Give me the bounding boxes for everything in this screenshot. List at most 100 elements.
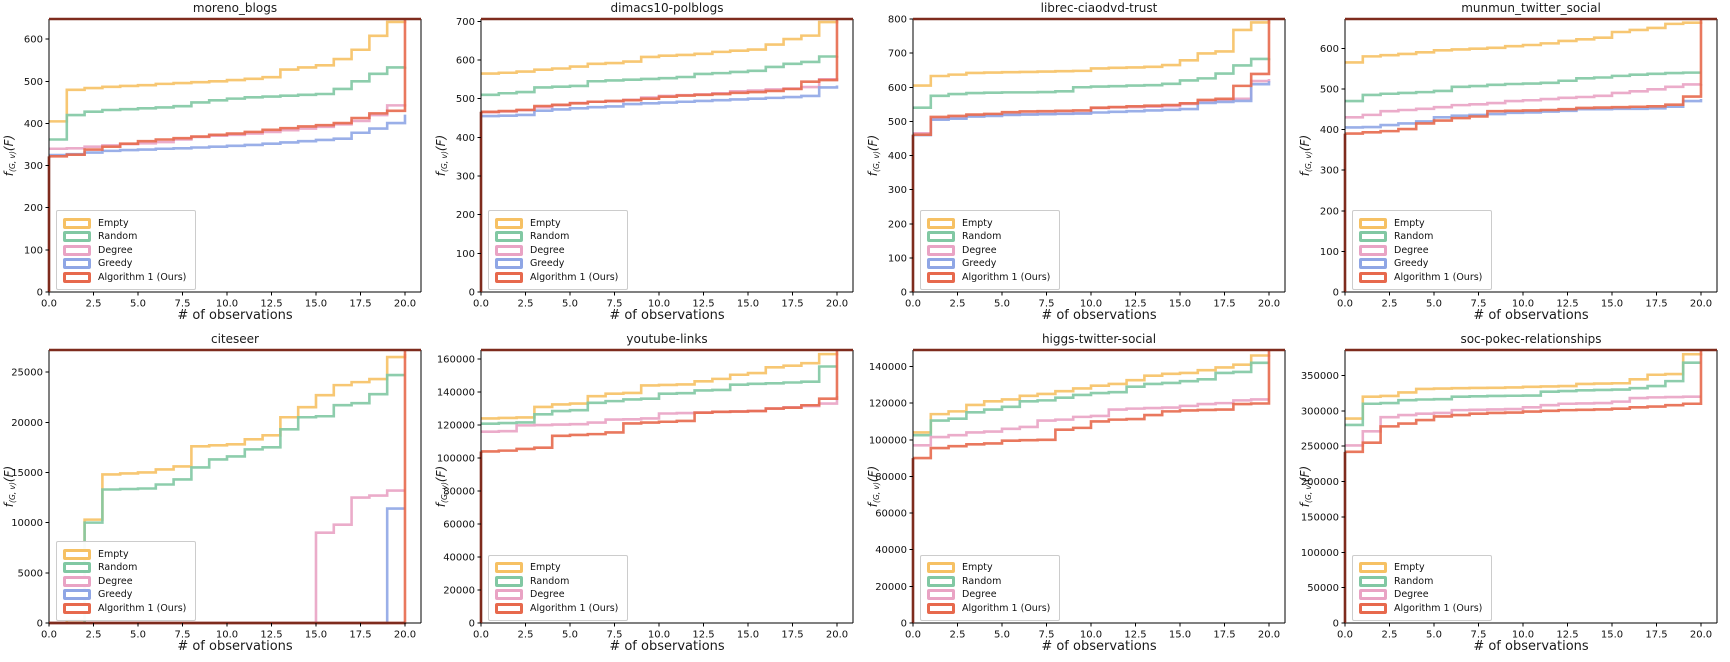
legend: Empty Random Degree Algorithm 1 (Ours) — [488, 554, 629, 621]
legend-item-degree: Degree — [63, 244, 186, 256]
series-greedy — [49, 114, 407, 157]
subplot-higgs-twitter-social: higgs-twitter-social f(G, v)(F) 0.0 2.5 5.… — [864, 331, 1296, 662]
x-tick-label: 10.0 — [1512, 299, 1534, 310]
y-tick-label: 300 — [888, 185, 907, 196]
legend-label: Algorithm 1 (Ours) — [98, 271, 187, 283]
legend-label: Greedy — [1394, 258, 1429, 269]
series-algorithm-1-ours — [1345, 350, 1703, 454]
legend-label: Empty — [962, 562, 993, 573]
y-tick-label: 25000 — [11, 368, 43, 379]
legend-item-empty: Empty — [495, 217, 618, 229]
x-tick-label: 17.5 — [1645, 299, 1667, 310]
series-algorithm-1-ours — [481, 350, 839, 453]
x-tick-label: 7.5 — [175, 630, 191, 641]
x-tick-label: 2.5 — [950, 299, 966, 310]
x-tick-label: 0.0 — [905, 630, 921, 641]
x-tick-label: 20.0 — [394, 299, 416, 310]
series-algorithm-1-ours — [481, 19, 839, 114]
x-tick-label: 2.5 — [1382, 299, 1398, 310]
y-tick-label: 200 — [888, 219, 907, 230]
subplot-moreno-blogs: moreno_blogs f(G, v)(F) 0.0 2.5 5.0 7.5 10.0… — [0, 0, 432, 331]
x-tick-label: 10.0 — [1080, 299, 1102, 310]
legend-swatch-degree — [1359, 589, 1387, 600]
legend-swatch-random — [495, 575, 523, 587]
x-tick-label: 20.0 — [1258, 299, 1280, 310]
x-tick-label: 12.5 — [260, 299, 282, 310]
legend: Empty Random Degree Algorithm 1 (Ours) — [920, 554, 1061, 621]
x-tick-label: 15.0 — [737, 630, 759, 641]
legend: Empty Random Degree Greedy Algorithm 1 (Ours… — [488, 210, 629, 290]
legend-swatch-empty — [495, 217, 523, 229]
x-tick-label: 0.0 — [473, 630, 489, 641]
y-tick-label: 100000 — [869, 435, 907, 446]
chart-title: citeseer — [211, 332, 259, 346]
x-tick-label: 20.0 — [1690, 299, 1712, 310]
x-tick-label: 17.5 — [1213, 299, 1235, 310]
x-tick-label: 10.0 — [1512, 630, 1534, 641]
legend-item-greedy: Greedy — [63, 258, 186, 269]
series-greedy — [913, 81, 1271, 137]
legend-swatch-greedy — [63, 589, 91, 600]
legend-swatch-algorithm-1-ours — [63, 271, 91, 283]
legend-item-random: Random — [495, 575, 618, 587]
legend-item-random: Random — [495, 231, 618, 242]
y-tick-label: 400 — [456, 133, 475, 144]
legend-item-empty: Empty — [63, 217, 186, 229]
y-tick-label: 0 — [1333, 288, 1339, 299]
legend: Empty Random Degree Greedy Algorithm 1 (Ours… — [920, 210, 1061, 290]
x-tick-label: 12.5 — [1556, 299, 1578, 310]
legend-swatch-degree — [495, 589, 523, 600]
x-tick-label: 10.0 — [1080, 630, 1102, 641]
subplot-munmun-twitter-social: munmun_twitter_social f(G, v)(F) 0.0 2.5 5… — [1296, 0, 1730, 331]
plot-canvas: 0.0 2.5 5.0 7.5 10.0 12.5 15.0 17.5 20.0 0 50000 10… — [1301, 348, 1718, 641]
x-tick-label: 0.0 — [473, 299, 489, 310]
x-axis-label: # of observations — [609, 639, 725, 654]
legend-swatch-random — [63, 562, 91, 573]
y-tick-label: 50000 — [1307, 583, 1339, 594]
legend-swatch-greedy — [927, 258, 955, 269]
legend-label: Random — [98, 562, 138, 573]
legend-label: Empty — [1394, 562, 1425, 573]
series-random — [481, 55, 839, 97]
legend-item-algorithm-1-ours: Algorithm 1 (Ours) — [63, 271, 187, 283]
x-tick-label: 20.0 — [826, 630, 848, 641]
y-tick-label: 80000 — [875, 472, 907, 483]
y-tick-label: 300 — [24, 161, 43, 172]
legend-swatch-random — [495, 231, 523, 242]
y-tick-label: 200 — [24, 203, 43, 214]
legend-label: Degree — [98, 244, 133, 256]
legend-swatch-algorithm-1-ours — [927, 602, 955, 614]
legend-label: Degree — [962, 589, 997, 600]
legend-swatch-degree — [927, 244, 955, 256]
x-tick-label: 7.5 — [1471, 630, 1487, 641]
y-tick-label: 500 — [1320, 84, 1339, 95]
legend-swatch-empty — [63, 217, 91, 229]
x-tick-label: 2.5 — [518, 299, 534, 310]
y-tick-label: 200 — [456, 210, 475, 221]
x-tick-label: 2.5 — [1382, 630, 1398, 641]
x-tick-label: 17.5 — [781, 630, 803, 641]
legend-label: Degree — [1394, 589, 1429, 600]
x-tick-label: 12.5 — [1556, 630, 1578, 641]
y-tick-label: 300 — [456, 171, 475, 182]
legend-label: Degree — [962, 244, 997, 256]
x-tick-label: 20.0 — [1690, 630, 1712, 641]
chart-title: youtube-links — [626, 332, 708, 346]
series-random — [913, 57, 1271, 110]
legend-swatch-degree — [495, 244, 523, 256]
legend-label: Algorithm 1 (Ours) — [962, 602, 1051, 614]
y-tick-label: 140000 — [869, 362, 907, 373]
legend-swatch-empty — [927, 217, 955, 229]
subplot-citeseer: citeseer f(G, v)(F) 0.0 2.5 5.0 7.5 10.0 12.5… — [0, 331, 432, 662]
x-tick-label: 10.0 — [216, 299, 238, 310]
series-greedy — [1345, 99, 1703, 129]
x-tick-label: 17.5 — [1645, 630, 1667, 641]
chart-title: dimacs10-polblogs — [610, 1, 724, 15]
x-axis-label: # of observations — [1473, 308, 1589, 323]
y-tick-label: 60000 — [443, 520, 475, 531]
legend-item-degree: Degree — [1359, 589, 1482, 600]
series-degree — [1345, 395, 1701, 447]
legend-label: Random — [98, 231, 138, 242]
chart-title: higgs-twitter-social — [1041, 332, 1157, 346]
y-tick-label: 40000 — [875, 545, 907, 556]
